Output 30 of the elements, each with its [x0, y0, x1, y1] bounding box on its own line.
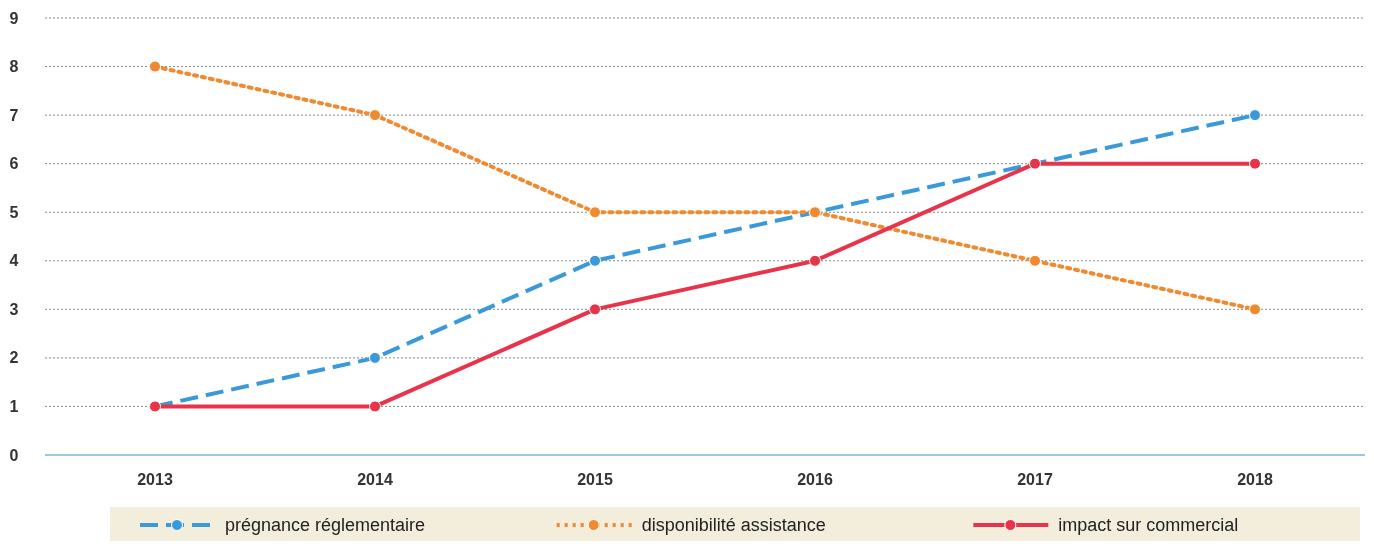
- x-tick-label: 2017: [1017, 471, 1053, 488]
- y-tick-label: 5: [9, 203, 19, 221]
- x-tick-label: 2013: [137, 471, 173, 488]
- point: [809, 254, 821, 267]
- x-tick-label: 2015: [577, 471, 613, 488]
- point: [589, 254, 601, 267]
- legend-label: prégnance réglementaire: [225, 515, 426, 536]
- y-tick-label: 1: [9, 398, 19, 416]
- y-tick-label: 8: [9, 58, 19, 76]
- point: [589, 303, 601, 316]
- point: [149, 60, 161, 73]
- y-tick-label: 2: [9, 349, 19, 367]
- x-tick-label: 2016: [797, 471, 833, 488]
- legend-label: disponibilité assistance: [641, 515, 826, 536]
- y-tick-label: 3: [9, 300, 19, 318]
- point: [1249, 109, 1261, 122]
- point: [369, 400, 381, 413]
- point: [369, 109, 381, 122]
- y-tick-label: 0: [9, 446, 19, 464]
- y-tick-label: 6: [9, 155, 19, 173]
- y-tick-label: 9: [9, 9, 19, 27]
- point: [1249, 157, 1261, 170]
- x-tick-label: 2014: [357, 471, 393, 488]
- legend-label: impact sur commercial: [1058, 515, 1239, 536]
- point: [1249, 303, 1261, 316]
- y-tick-label: 7: [9, 106, 19, 124]
- point: [589, 206, 601, 219]
- x-tick-label: 2018: [1237, 471, 1273, 488]
- point: [1029, 254, 1041, 267]
- y-tick-label: 4: [9, 252, 19, 270]
